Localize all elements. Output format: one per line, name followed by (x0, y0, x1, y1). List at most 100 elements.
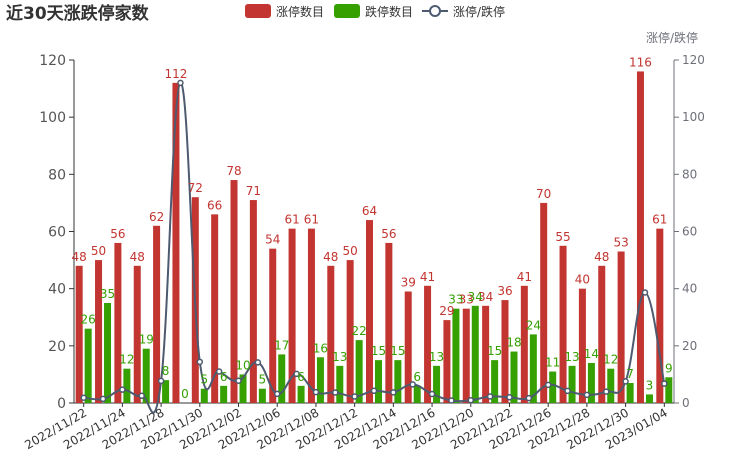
ratio-point[interactable] (293, 370, 300, 378)
ratio-point[interactable] (138, 392, 145, 400)
ratio-point[interactable] (332, 389, 339, 396)
bar-limit-down[interactable] (607, 368, 615, 403)
bar-limit-down[interactable] (297, 385, 305, 403)
bar-limit-up[interactable] (172, 82, 180, 403)
ratio-point[interactable] (525, 394, 533, 402)
bar-limit-up[interactable] (114, 242, 122, 403)
legend-item-ratio[interactable]: 涨停/跌停 (422, 4, 505, 19)
bar-limit-up[interactable] (424, 285, 432, 403)
ratio-point[interactable] (157, 377, 165, 385)
bar-limit-up[interactable] (211, 214, 219, 403)
bar-limit-down[interactable] (529, 334, 537, 403)
bar-limit-up[interactable] (75, 265, 83, 403)
ratio-point[interactable] (312, 388, 320, 396)
bar-limit-up[interactable] (540, 202, 548, 403)
bar-limit-down[interactable] (316, 357, 324, 403)
bar-limit-up[interactable] (269, 248, 277, 403)
bar-limit-down[interactable] (220, 385, 228, 403)
ratio-point[interactable] (661, 380, 668, 387)
bar-limit-up[interactable] (462, 308, 470, 403)
bar-limit-up[interactable] (578, 288, 586, 403)
bar-limit-down[interactable] (452, 308, 460, 403)
bar-limit-up[interactable] (482, 305, 490, 403)
ratio-point[interactable] (390, 389, 397, 396)
bar-limit-up[interactable] (385, 242, 393, 403)
bar-limit-up[interactable] (404, 291, 412, 403)
bar-limit-down[interactable] (549, 371, 557, 403)
bar-limit-down[interactable] (510, 351, 518, 403)
bar-limit-up[interactable] (520, 285, 528, 403)
bar-limit-down[interactable] (200, 388, 208, 403)
ratio-point[interactable] (177, 79, 184, 87)
bar-limit-down[interactable] (162, 380, 170, 403)
bar-limit-down[interactable] (626, 382, 634, 403)
ratio-point[interactable] (641, 289, 649, 296)
ratio-point[interactable] (99, 395, 107, 403)
bar-limit-up[interactable] (636, 71, 644, 403)
legend-item-limit-down[interactable]: 跌停数目 (334, 4, 413, 19)
y-left-tick-label: 40 (48, 282, 66, 298)
bar-limit-down[interactable] (568, 365, 576, 403)
bar-limit-down[interactable] (491, 360, 499, 403)
bar-limit-up[interactable] (443, 320, 451, 403)
bar-limit-down[interactable] (413, 385, 421, 403)
bar-limit-up[interactable] (559, 245, 567, 403)
bar-limit-up[interactable] (307, 228, 315, 403)
bar-limit-down[interactable] (278, 354, 286, 403)
ratio-point[interactable] (622, 378, 629, 385)
legend-item-limit-up[interactable]: 涨停数目 (245, 4, 324, 19)
ratio-point[interactable] (254, 359, 262, 366)
ratio-point[interactable] (467, 396, 475, 404)
bar-limit-up[interactable] (346, 260, 354, 403)
bar-limit-up[interactable] (501, 300, 509, 403)
ratio-point[interactable] (273, 390, 281, 398)
bar-limit-down[interactable] (142, 348, 150, 403)
data-label-limit-up: 48 (323, 250, 338, 264)
ratio-point[interactable] (583, 391, 591, 399)
ratio-point[interactable] (486, 393, 494, 400)
bar-limit-up[interactable] (327, 265, 335, 403)
bar-limit-down[interactable] (394, 360, 402, 403)
bar-limit-up[interactable] (249, 200, 257, 403)
data-label-limit-up: 29 (439, 304, 454, 318)
ratio-point[interactable] (351, 393, 358, 400)
ratio-point[interactable] (370, 387, 378, 395)
bar-limit-down[interactable] (239, 374, 247, 403)
bar-limit-up[interactable] (598, 265, 606, 403)
ratio-point[interactable] (448, 397, 455, 404)
bar-limit-down[interactable] (104, 302, 112, 403)
data-label-limit-up: 56 (110, 227, 125, 241)
bar-limit-up[interactable] (153, 225, 161, 403)
bar-limit-down[interactable] (258, 388, 266, 403)
ratio-point[interactable] (235, 377, 242, 384)
ratio-point[interactable] (428, 390, 436, 398)
ratio-point[interactable] (409, 381, 416, 388)
bar-limit-down[interactable] (375, 360, 382, 403)
ratio-point[interactable] (603, 388, 610, 395)
bar-limit-down[interactable] (471, 305, 479, 403)
ratio-point[interactable] (215, 368, 223, 375)
ratio-point[interactable] (506, 394, 513, 401)
bar-limit-down[interactable] (665, 377, 673, 403)
bar-limit-up[interactable] (95, 260, 103, 403)
bar-limit-up[interactable] (617, 251, 625, 403)
ratio-point[interactable] (564, 387, 571, 395)
bar-limit-down[interactable] (84, 328, 92, 403)
y-left-tick-label: 120 (39, 53, 66, 69)
bar-limit-down[interactable] (355, 340, 363, 403)
bar-limit-up[interactable] (288, 228, 296, 403)
ratio-point[interactable] (80, 394, 87, 401)
bar-limit-down[interactable] (645, 394, 653, 403)
bar-limit-up[interactable] (656, 228, 664, 403)
bar-limit-down[interactable] (336, 365, 344, 403)
ratio-point[interactable] (544, 381, 552, 389)
bar-limit-up[interactable] (366, 220, 373, 403)
bar-limit-up[interactable] (230, 180, 238, 403)
bar-limit-up[interactable] (133, 265, 141, 403)
bar-limit-down[interactable] (433, 365, 441, 403)
bar-limit-down[interactable] (587, 362, 595, 403)
bar-limit-down[interactable] (123, 368, 131, 403)
legend-swatch-limit-up (245, 4, 271, 18)
ratio-point[interactable] (196, 358, 204, 366)
ratio-point[interactable] (119, 386, 126, 393)
